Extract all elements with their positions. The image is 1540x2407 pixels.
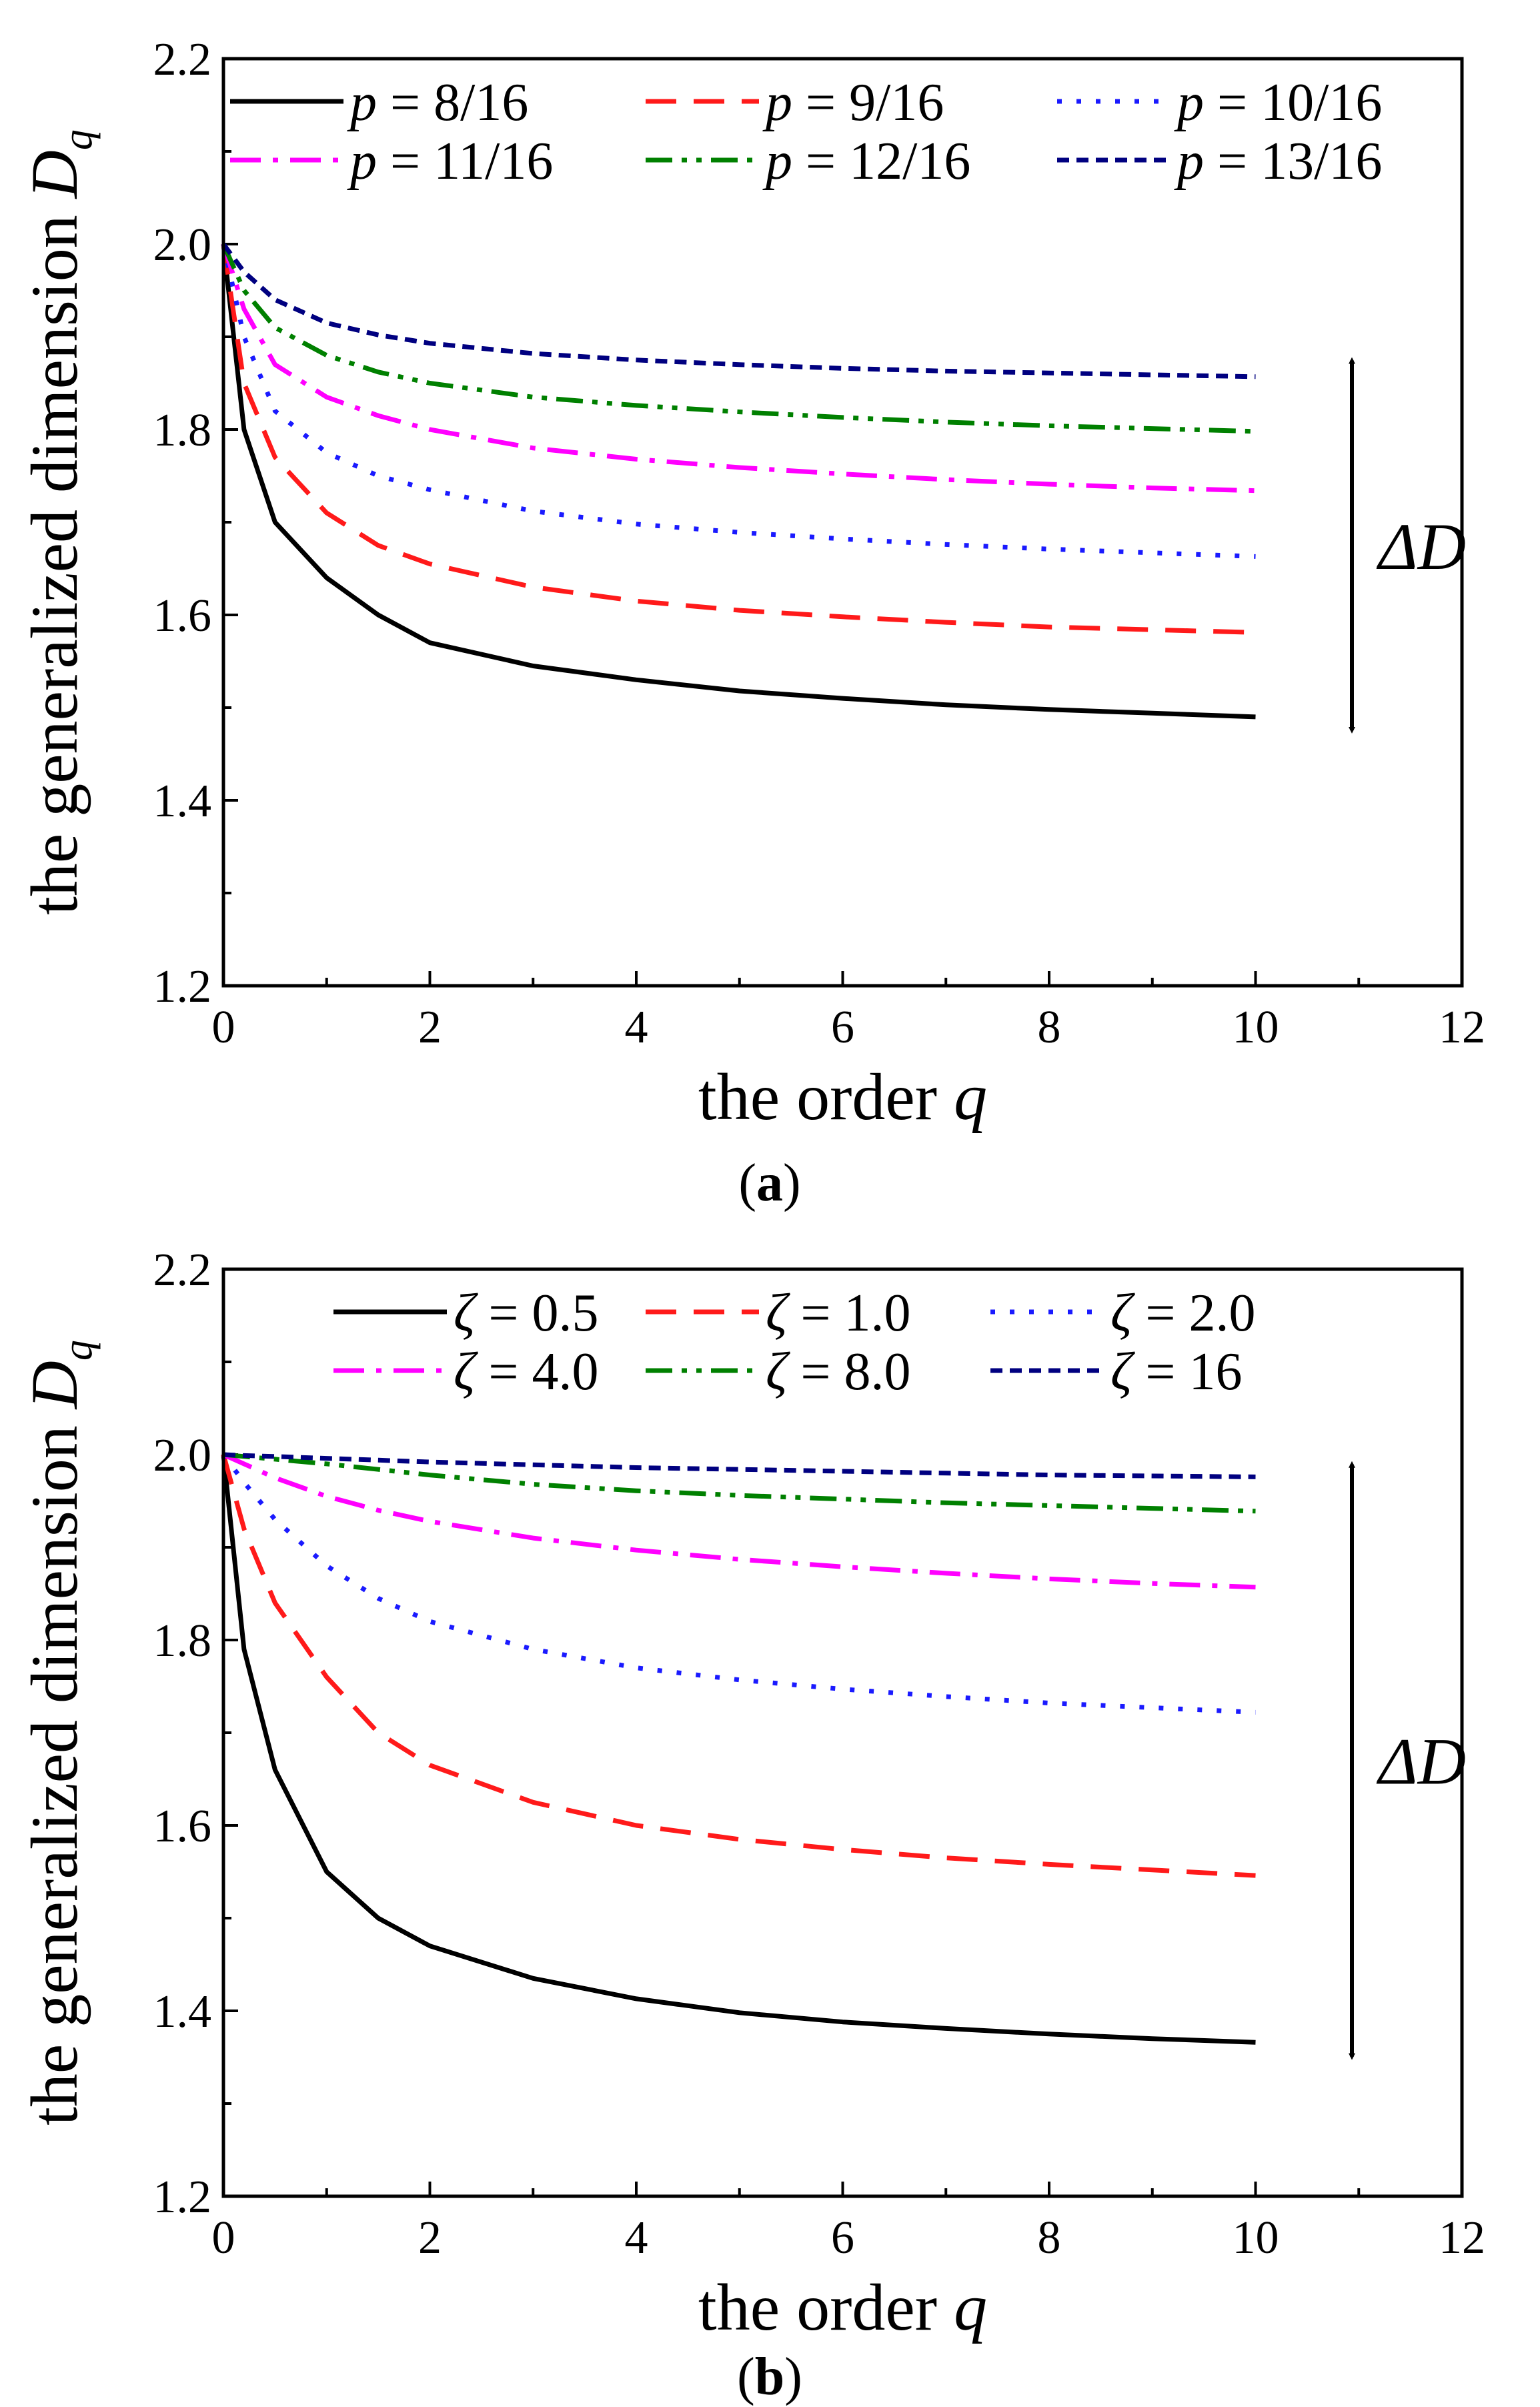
- series-line-5: [223, 1452, 1256, 1514]
- x-tick-label: 6: [831, 1002, 854, 1053]
- y-tick-label: 1.8: [153, 405, 212, 456]
- x-tick-label: 10: [1233, 1002, 1279, 1053]
- legend-label: ζ = 1.0: [766, 1284, 911, 1343]
- panel-b-delta-d-label: ΔD: [1376, 1725, 1466, 1799]
- series-line-4: [221, 243, 1256, 494]
- x-tick-label: 8: [1038, 1002, 1061, 1053]
- series-line-2: [221, 243, 1256, 635]
- y-tick-label: 2.0: [153, 1430, 212, 1481]
- panel-a-x-axis-label: the order q: [698, 1060, 987, 1134]
- x-tick-label: 8: [1038, 2212, 1061, 2264]
- panel-a-delta-d-label: ΔD: [1376, 510, 1466, 584]
- series-line-5: [221, 243, 1256, 434]
- panel-b-x-axis-label: the order q: [698, 2270, 987, 2344]
- panel-a: 0 2 4 6 8 10 121.21.41.61.82.02.2 p = 8/16 p = …: [17, 34, 1485, 1213]
- y-tick-label: 1.2: [153, 2172, 212, 2223]
- legend-label: ζ = 4.0: [454, 1343, 599, 1401]
- series-line-1: [221, 1454, 1256, 2045]
- legend-label: ζ = 2.0: [1110, 1284, 1256, 1343]
- panel-a-axes-frame: [221, 57, 1464, 988]
- x-tick-label: 6: [831, 2212, 854, 2264]
- panel-a-caption: (a): [738, 1154, 800, 1213]
- x-tick-label: 4: [625, 1002, 648, 1053]
- legend-label: p = 9/16: [762, 73, 944, 132]
- legend-label: ζ = 8.0: [766, 1343, 911, 1401]
- panel-b-caption: (b): [737, 2348, 802, 2406]
- series-line-1: [221, 243, 1256, 720]
- y-tick-label: 2.2: [153, 1245, 212, 1296]
- panel-a-delta-d-annotation: ΔD: [1349, 357, 1466, 734]
- x-tick-label: 12: [1439, 2212, 1485, 2264]
- x-tick-label: 0: [212, 1002, 235, 1053]
- y-tick-label: 2.2: [153, 34, 212, 85]
- y-tick-label: 1.6: [153, 1801, 212, 1852]
- y-tick-label: 1.4: [153, 776, 212, 827]
- legend-label: ζ = 16: [1110, 1343, 1243, 1401]
- panel-b-series: [221, 1452, 1256, 2045]
- legend-label: p = 13/16: [1174, 132, 1382, 191]
- x-tick-label: 2: [418, 2212, 442, 2264]
- panel-b-y-axis-label: the generalized dimension Dq: [17, 1340, 101, 2126]
- series-line-4: [222, 1452, 1256, 1590]
- panel-a-series: [221, 242, 1256, 720]
- x-tick-label: 0: [212, 2212, 235, 2264]
- legend-label: p = 12/16: [762, 132, 970, 191]
- x-tick-label: 10: [1233, 2212, 1279, 2264]
- y-tick-label: 1.8: [153, 1615, 212, 1667]
- legend-label: p = 10/16: [1174, 73, 1382, 132]
- series-line-6: [223, 1452, 1256, 1479]
- series-line-3: [221, 243, 1256, 559]
- panel-b-legend: ζ = 0.5 ζ = 1.0 ζ = 2.0 ζ = 4.0 ζ = 8.0 ζ = 1…: [333, 1284, 1256, 1401]
- y-tick-label: 1.2: [153, 961, 212, 1012]
- panel-a-legend: p = 8/16 p = 9/16 p = 10/16 p = 11/16 p = 12…: [230, 73, 1382, 191]
- panel-b: 0 2 4 6 8 10 12 1.2 1.4 1.6 1.8 2.0 2.2 ζ = 0.5 ζ = 1…: [17, 1245, 1485, 2406]
- panel-a-ticks: 0 2 4 6 8 10 12 1.2 1.4 1.6 1.8 2.0 2.2: [153, 34, 1486, 1053]
- x-tick-label: 4: [625, 2212, 648, 2264]
- x-tick-label: 12: [1439, 1002, 1485, 1053]
- y-tick-label: 1.6: [153, 590, 212, 642]
- panel-b-delta-d-annotation: ΔD: [1349, 1461, 1466, 2060]
- legend-label: ζ = 0.5: [454, 1284, 599, 1343]
- panel-b-ticks: 0 2 4 6 8 10 12 1.2 1.4 1.6 1.8 2.0 2.2: [153, 1245, 1486, 2264]
- series-line-3: [221, 1453, 1256, 1715]
- y-tick-label: 2.0: [153, 219, 212, 271]
- series-line-2: [221, 1454, 1256, 1878]
- panel-b-axes-frame: [221, 1267, 1464, 2198]
- legend-label: p = 8/16: [347, 73, 528, 132]
- x-tick-label: 2: [418, 1002, 442, 1053]
- legend-label: p = 11/16: [347, 132, 553, 191]
- panel-a-y-axis-label: the generalized dimension Dq: [17, 129, 101, 915]
- series-line-6: [221, 242, 1256, 379]
- y-tick-label: 1.4: [153, 1986, 212, 2038]
